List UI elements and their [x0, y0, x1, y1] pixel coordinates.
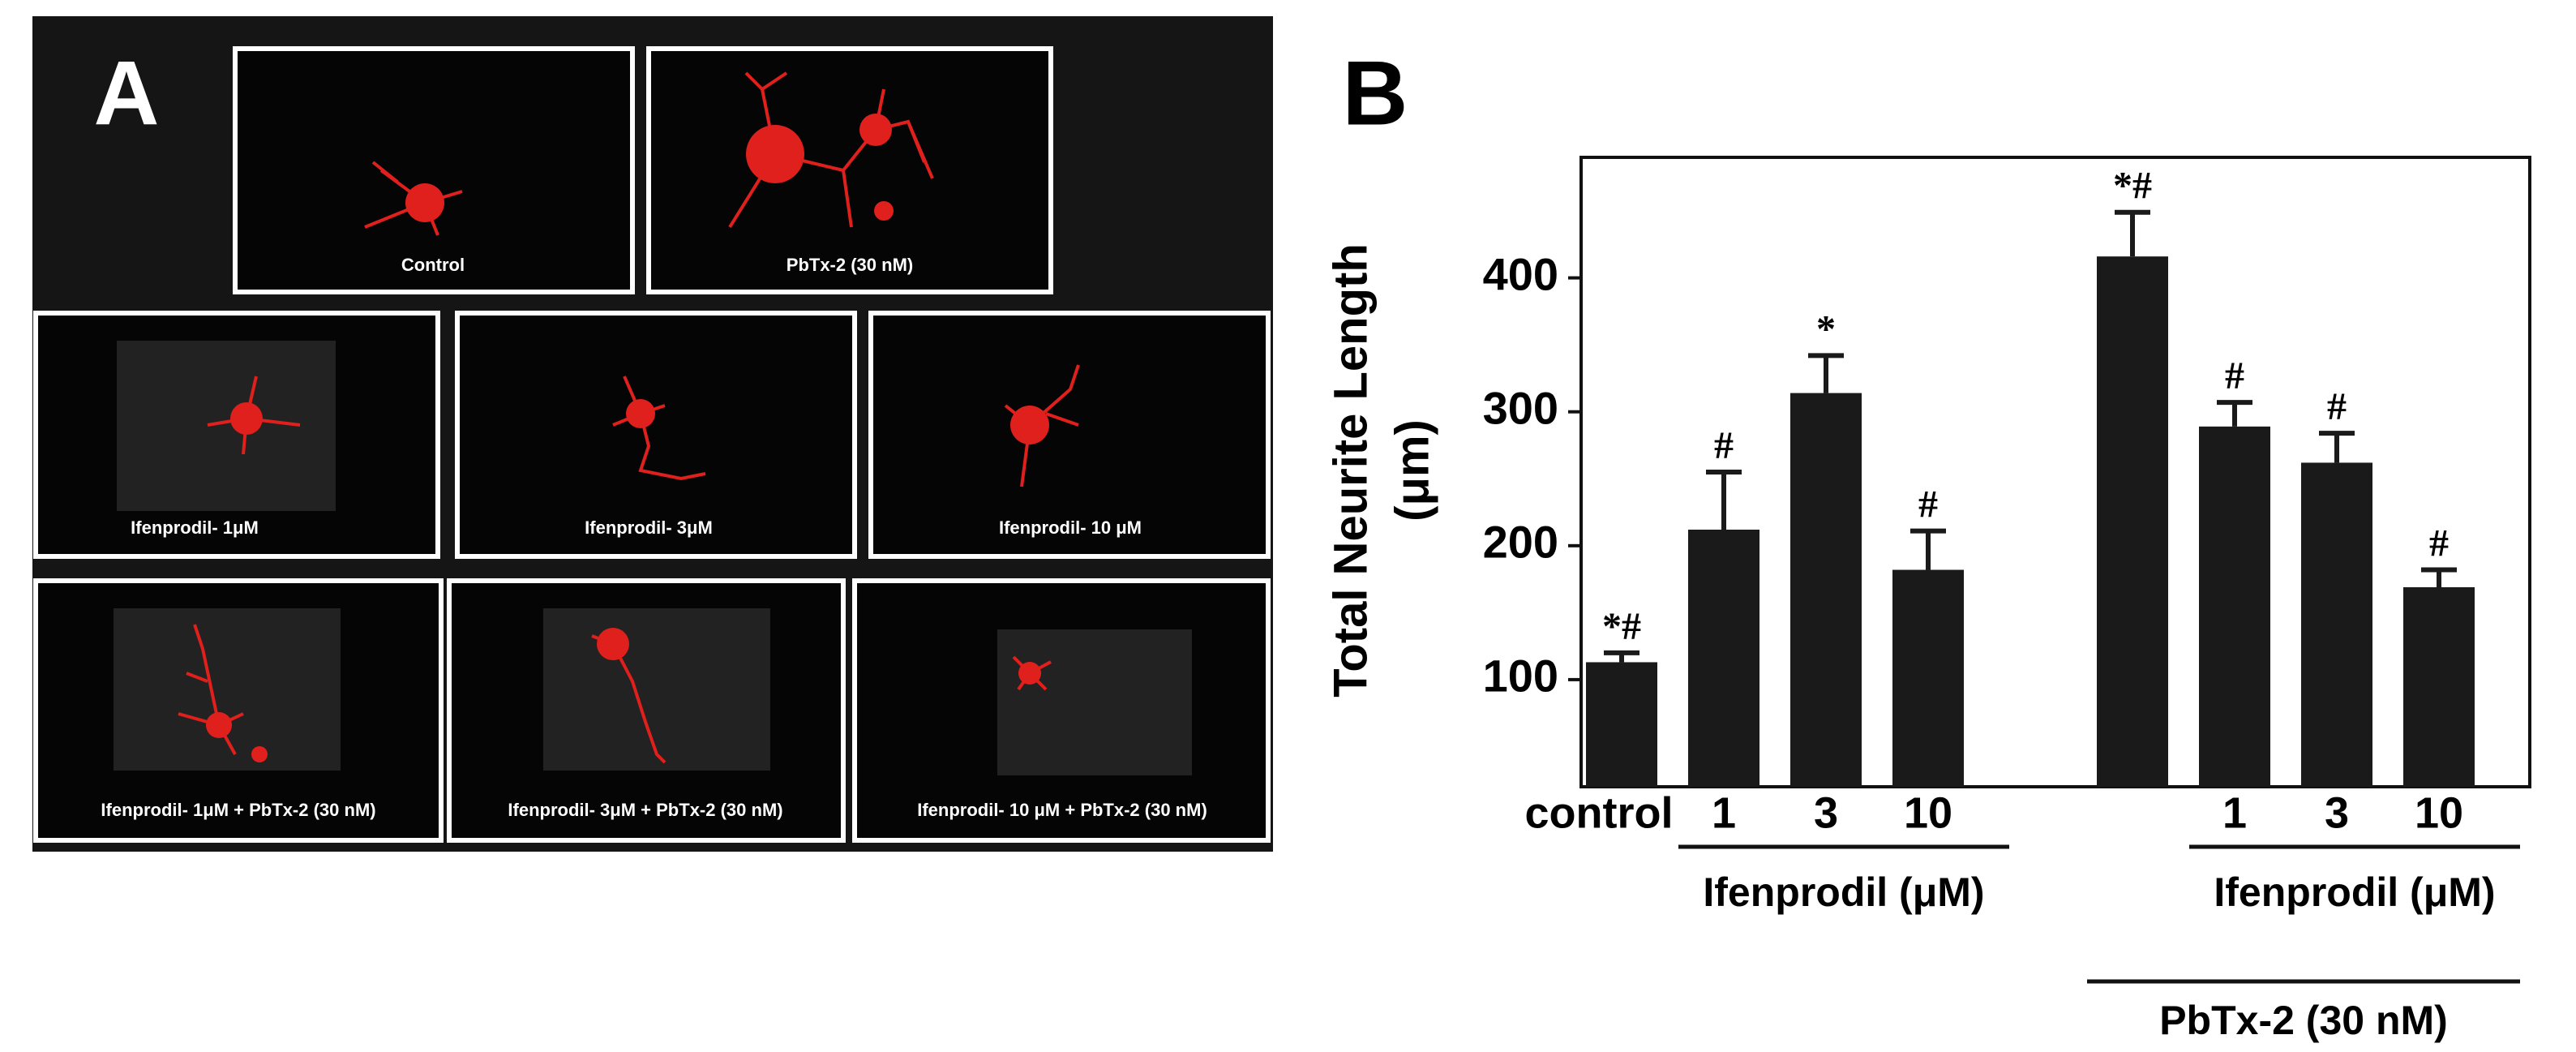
significance-label: *# [2113, 165, 2152, 208]
y-axis-label: Total Neurite Length [1324, 243, 1377, 698]
y-tick-label: 200 [1483, 517, 1558, 568]
group-label: Ifenprodil (μM) [2214, 870, 2495, 915]
y-tick-label: 400 [1483, 248, 1558, 299]
y-axis-label: (μm) [1386, 419, 1438, 522]
neuron [612, 376, 706, 481]
bar [2097, 256, 2168, 787]
y-tick-label: 100 [1483, 651, 1558, 702]
image-caption: Ifenprodil- 1μM [131, 517, 259, 538]
bar [2403, 586, 2475, 787]
x-tick-label: 1 [1712, 788, 1736, 837]
bar [1892, 569, 1964, 787]
y-tick-label: 300 [1483, 382, 1558, 433]
image-caption: PbTx-2 (30 nM) [787, 255, 913, 275]
significance-label: * [1816, 307, 1836, 350]
significance-label: # [2225, 354, 2244, 397]
significance-label: # [1714, 424, 1734, 467]
plot-frame [1579, 156, 2531, 788]
x-tick-label: control [1525, 788, 1674, 837]
bar [1586, 662, 1657, 787]
bar [2199, 426, 2270, 787]
image-frame [868, 311, 1271, 559]
x-tick-label: 1 [2222, 788, 2247, 837]
image-caption: Ifenprodil- 3μM [585, 517, 713, 538]
bar [2301, 462, 2372, 787]
image-frame [455, 311, 857, 559]
neuron [728, 71, 934, 229]
bar [1688, 529, 1759, 787]
image-caption: Ifenprodil- 10 μM + PbTx-2 (30 nM) [917, 800, 1207, 820]
x-tick-label: 10 [1904, 788, 1952, 837]
image-caption: Ifenprodil- 10 μM [999, 517, 1142, 538]
x-tick-label: 3 [1814, 788, 1838, 837]
image-caption: Ifenprodil- 3μM + PbTx-2 (30 nM) [508, 800, 782, 820]
significance-label: # [2429, 522, 2449, 565]
image-caption: Ifenprodil- 1μM + PbTx-2 (30 nM) [101, 800, 375, 820]
significance-label: # [2327, 385, 2347, 428]
neuron [1012, 655, 1052, 691]
image-frame [233, 46, 635, 294]
image-panels: Control PbTx-2 (30 nM) Ifenprodil- 1μM I… [33, 46, 1271, 843]
significance-label: *# [1602, 605, 1641, 648]
neuron [591, 628, 667, 764]
group-label: Ifenprodil (μM) [1703, 870, 1984, 915]
significance-label: # [1918, 483, 1938, 526]
x-tick-label: 3 [2325, 788, 2349, 837]
panel-label: A [94, 43, 160, 144]
image-field [114, 608, 341, 771]
bar [1790, 393, 1862, 787]
image-field [117, 341, 336, 511]
group-label: PbTx-2 (30 nM) [2159, 998, 2448, 1043]
neuron [207, 376, 301, 455]
image-frame [646, 46, 1053, 294]
image-caption: Control [401, 255, 465, 275]
image-field [543, 608, 770, 771]
panel-label: B [1343, 43, 1408, 144]
x-tick-label: 10 [2415, 788, 2463, 837]
image-field [997, 629, 1192, 775]
neuron [364, 161, 463, 236]
neuron [1004, 364, 1080, 487]
neuron [178, 624, 268, 762]
